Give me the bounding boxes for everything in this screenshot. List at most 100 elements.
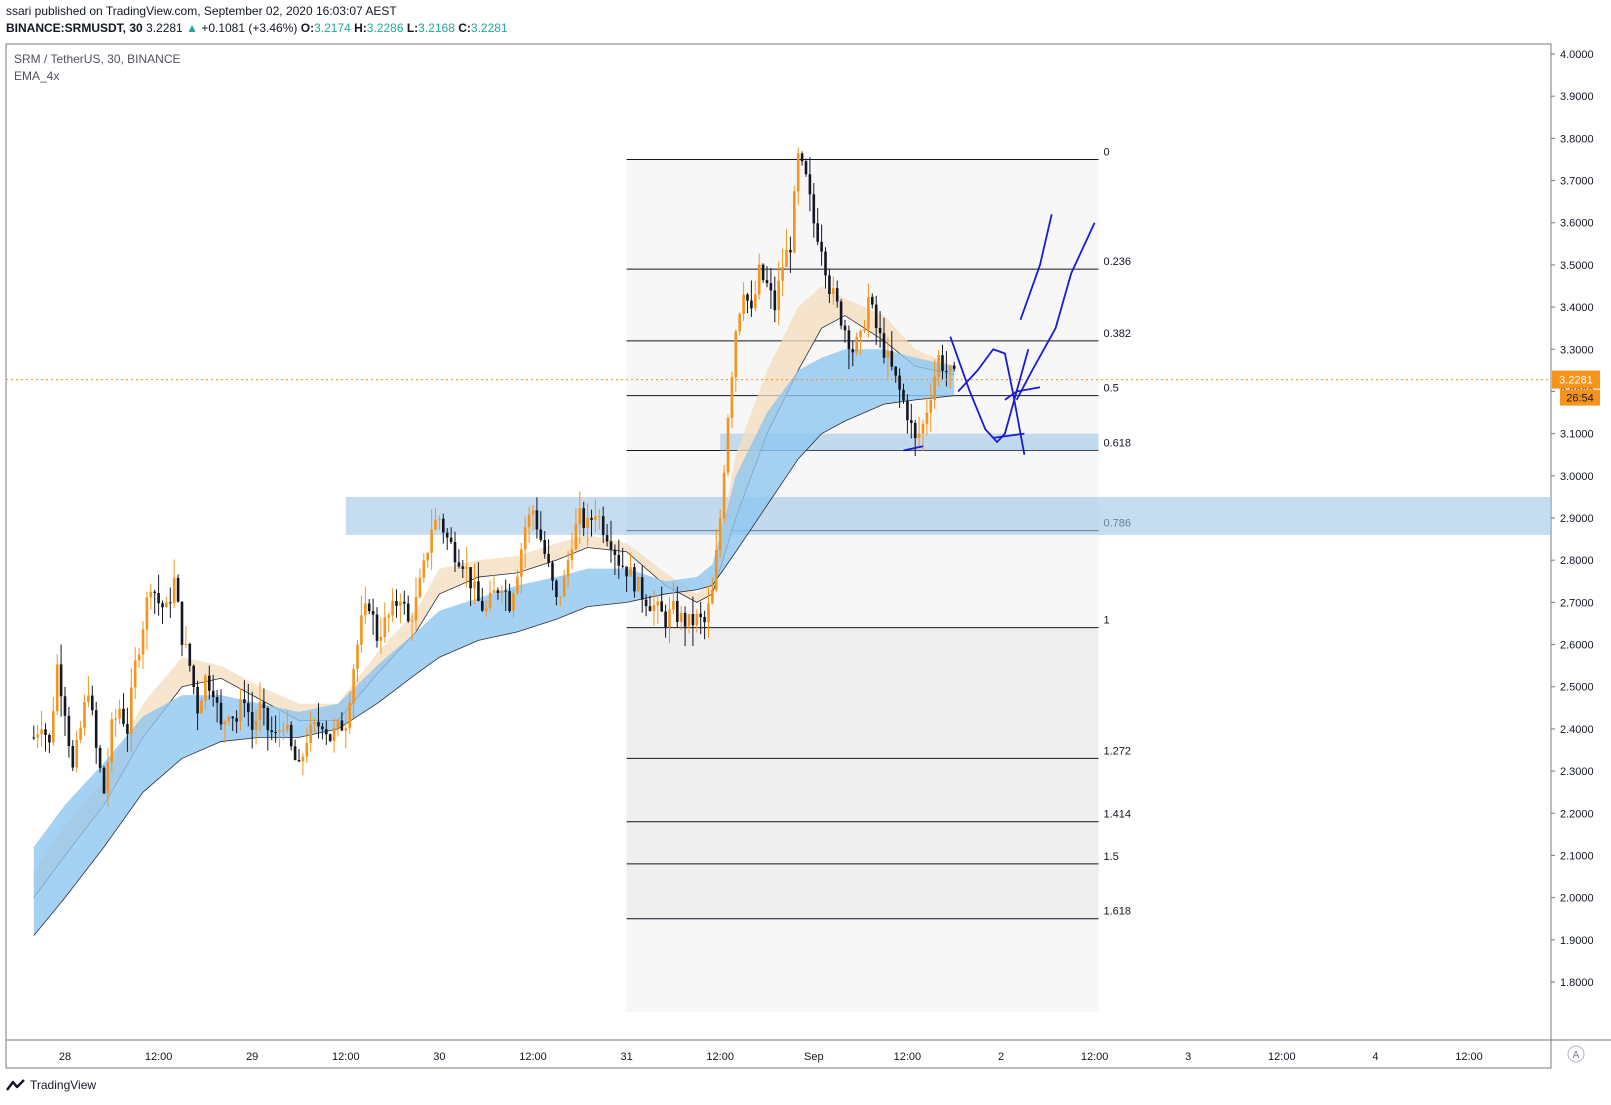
candle-body <box>215 697 219 703</box>
svg-text:A: A <box>1573 1050 1580 1061</box>
candle-body <box>188 643 192 666</box>
candle-body <box>605 535 609 542</box>
auto-scale-button[interactable]: A <box>1567 1045 1585 1063</box>
candle-body <box>644 599 648 607</box>
fib-level-label: 1.618 <box>1104 906 1132 918</box>
chart-legend-title[interactable]: SRM / TetherUS, 30, BINANCE <box>14 52 181 66</box>
time-tick-label: 31 <box>620 1051 632 1063</box>
candle-body <box>36 734 39 738</box>
drawn-low-line <box>903 445 924 452</box>
candle-body <box>336 720 340 729</box>
candle-body <box>859 330 862 338</box>
candle-body <box>613 549 617 555</box>
candle-body <box>79 727 82 740</box>
close-value: 3.2281 <box>470 21 508 35</box>
candle-body <box>122 708 125 724</box>
candle-body <box>894 366 897 376</box>
candle-body <box>192 665 195 687</box>
time-tick-label: 12:00 <box>332 1051 360 1063</box>
up-arrow-icon: ▲ <box>186 21 198 35</box>
candle-body <box>886 350 890 358</box>
price-tick-label: 3.9000 <box>1560 91 1594 103</box>
countdown-tag-box <box>1560 389 1600 406</box>
candle-body <box>637 577 640 592</box>
candle-body <box>562 576 566 597</box>
candle-body <box>94 710 98 748</box>
candle-body <box>278 730 281 733</box>
candle-body <box>391 601 394 616</box>
price-tick-label: 3.5000 <box>1560 260 1594 272</box>
candle-body <box>235 718 238 722</box>
open-value: 3.2174 <box>314 21 351 35</box>
candle-body <box>609 541 613 550</box>
hand-drawing[interactable] <box>903 214 1096 455</box>
candle-body <box>399 601 402 606</box>
candle-body <box>765 280 769 284</box>
close-label: C: <box>458 21 471 35</box>
price-axis[interactable]: 4.0000 3.9000 3.8000 3.7000 3.6000 3.5000 3.40… <box>1551 49 1594 989</box>
candle-body <box>590 517 593 520</box>
candlesticks <box>6 147 1551 807</box>
ema-ribbon <box>33 286 955 936</box>
time-tick-label: 30 <box>433 1051 445 1063</box>
candle-body <box>703 617 706 623</box>
candle-body <box>48 735 51 743</box>
fib-band <box>626 821 1099 864</box>
candle-body <box>130 687 133 734</box>
time-tick-label: 29 <box>246 1051 258 1063</box>
candle-body <box>106 762 110 794</box>
price-tick-label: 2.1000 <box>1560 850 1594 862</box>
candle-body <box>738 313 741 332</box>
candle-body <box>453 542 457 563</box>
indicator-legend[interactable]: EMA_4x <box>14 69 60 83</box>
candle-body <box>375 614 379 641</box>
candle-body <box>430 529 433 553</box>
price-tick-label: 1.8000 <box>1560 977 1594 989</box>
candle-body <box>258 701 262 721</box>
candle-body <box>890 350 894 367</box>
candle-body <box>878 327 882 334</box>
fib-band <box>626 758 1099 822</box>
ema-slow-band-edge <box>33 395 955 936</box>
candle-body <box>59 664 63 697</box>
candle-body <box>293 746 297 760</box>
candle-body <box>44 729 47 736</box>
time-tick-label: 3 <box>1185 1051 1191 1063</box>
candle-body <box>718 518 722 550</box>
candle-body <box>726 417 730 473</box>
candle-body <box>867 296 870 329</box>
time-tick-label: 28 <box>59 1051 71 1063</box>
price-tick-label: 3.1000 <box>1560 429 1594 441</box>
candle-body <box>208 675 211 691</box>
candle-body <box>559 596 562 598</box>
candle-body <box>239 699 242 722</box>
low-value: 3.2168 <box>418 21 455 35</box>
high-label: H: <box>354 21 367 35</box>
candle-body <box>305 742 309 757</box>
candle-body <box>83 702 86 728</box>
last-price-tag: 3.2281 26:54 <box>1552 370 1600 406</box>
candle-body <box>952 365 956 369</box>
candle-body <box>367 603 371 612</box>
symbol-label[interactable]: BINANCE:SRMUSDT, 30 <box>6 21 143 35</box>
time-tick-label: 12:00 <box>706 1051 734 1063</box>
countdown-tag-value: 26:54 <box>1566 393 1594 405</box>
candle-body <box>910 420 913 423</box>
candle-body <box>172 577 176 604</box>
candle-body <box>746 294 749 301</box>
candle-body <box>679 612 683 622</box>
candle-body <box>793 191 796 253</box>
candle-body <box>945 370 948 372</box>
time-axis[interactable]: 28 12:00 29 12:00 30 12:00 31 12:00 Sep 12:00 2 12:… <box>59 1051 1483 1063</box>
open-label: O: <box>300 21 315 35</box>
candle-body <box>473 581 476 589</box>
candle-body <box>481 600 484 611</box>
candle-body <box>527 514 531 528</box>
brand-name: TradingView <box>30 1078 97 1092</box>
candle-body <box>457 562 461 567</box>
tradingview-brand[interactable]: TradingView <box>6 1078 96 1092</box>
fib-level-label: 1.272 <box>1104 745 1132 757</box>
support-zones[interactable] <box>345 433 1551 535</box>
candle-body <box>496 590 500 593</box>
